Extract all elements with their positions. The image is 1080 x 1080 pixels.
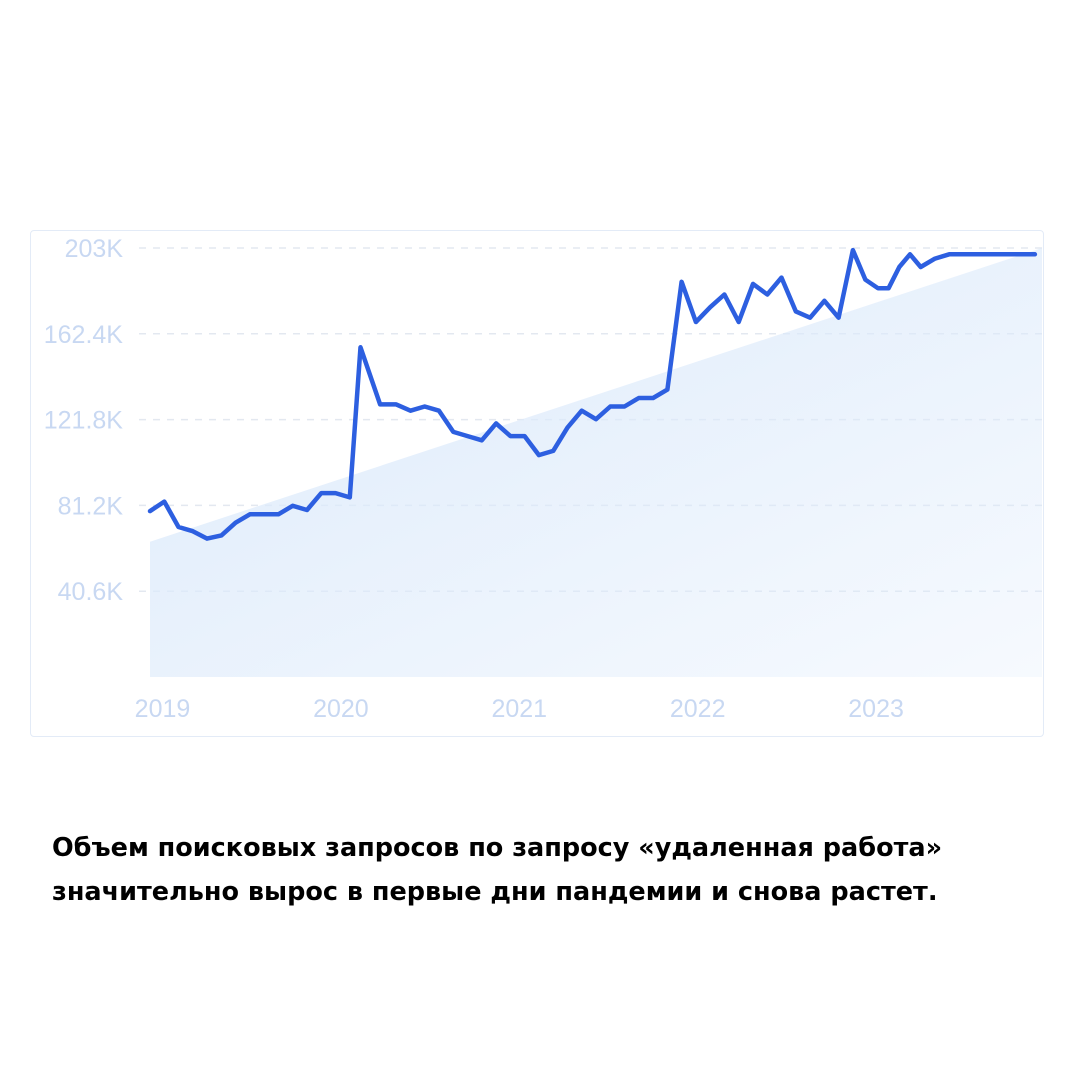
x-tick-label-4: 2023 <box>848 695 904 723</box>
x-tick-label-3: 2022 <box>670 695 726 723</box>
x-tick-label-2: 2021 <box>491 695 547 723</box>
x-tick-label-1: 2020 <box>313 695 369 723</box>
caption-line-1: Объем поисковых запросов по запросу «уда… <box>52 833 943 863</box>
chart-card: 203K 162.4K 121.8K 81.2K 40.6K 2019 2020 2021 2… <box>30 230 1044 737</box>
chart-caption: Объем поисковых запросов по запросу «уда… <box>52 826 1052 914</box>
y-tick-label-4: 40.6K <box>58 578 124 606</box>
y-axis-ticks: 203K 162.4K 121.8K 81.2K 40.6K <box>44 235 124 606</box>
caption-line-2: значительно вырос в первые дни пандемии … <box>52 877 938 907</box>
x-axis-ticks: 2019 2020 2021 2022 2023 <box>135 695 904 723</box>
series-line-0 <box>147 247 1038 541</box>
area-layer <box>150 248 1042 677</box>
y-tick-label-1: 162.4K <box>44 321 124 349</box>
trend-area <box>150 248 1042 677</box>
x-tick-label-0: 2019 <box>135 695 191 723</box>
y-tick-label-2: 121.8K <box>44 407 124 435</box>
y-tick-label-0: 203K <box>65 235 124 263</box>
line-layer <box>147 247 1038 541</box>
y-tick-label-3: 81.2K <box>58 492 124 520</box>
